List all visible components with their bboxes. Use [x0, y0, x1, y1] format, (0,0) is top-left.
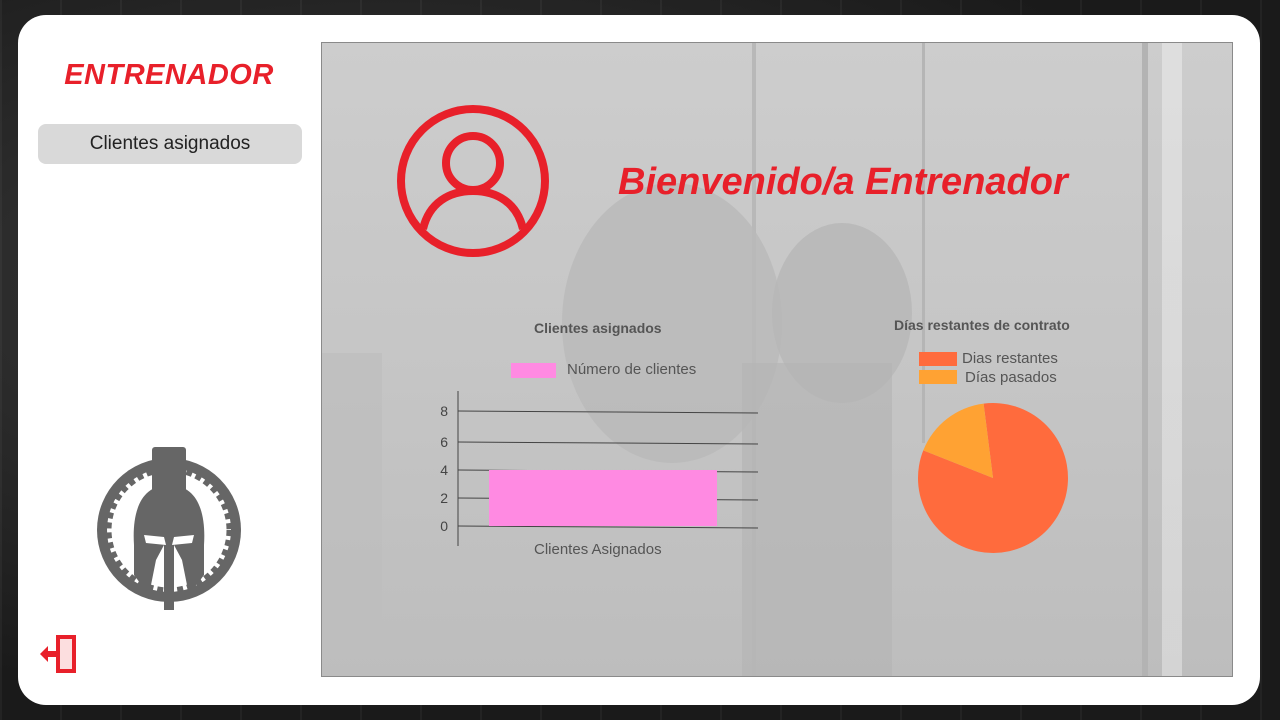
pie-chart	[918, 403, 1068, 553]
bar-legend-label: Número de clientes	[567, 361, 697, 378]
bar-legend-swatch	[511, 363, 556, 378]
welcome-heading: Bienvenido/a Entrenador	[618, 161, 1068, 203]
pie-chart-title: Días restantes de contrato	[894, 317, 1070, 333]
background-photo	[322, 43, 1148, 676]
app-window: ENTRENADOR Clientes asignados	[18, 15, 1260, 705]
logout-door-icon[interactable]	[36, 633, 78, 675]
bar-chart-title: Clientes asignados	[534, 320, 662, 336]
pie-legend-label-remaining: Dias restantes	[962, 350, 1058, 367]
pie-slice-past	[923, 403, 993, 478]
pie-legend-swatch-remaining	[919, 352, 957, 366]
brand-title: ENTRENADOR	[64, 59, 274, 91]
bar-category-label: Clientes Asignados	[534, 541, 662, 558]
pie-legend-label-past: Días pasados	[965, 369, 1057, 386]
spartan-helmet-logo	[97, 447, 241, 610]
dashboard-panel: Bienvenido/a Entrenador Clientes asignad…	[321, 42, 1233, 677]
pie-legend-swatch-past	[919, 370, 957, 384]
user-circle-icon	[397, 105, 549, 257]
sidebar-item-clientes-asignados[interactable]: Clientes asignados	[38, 124, 302, 164]
